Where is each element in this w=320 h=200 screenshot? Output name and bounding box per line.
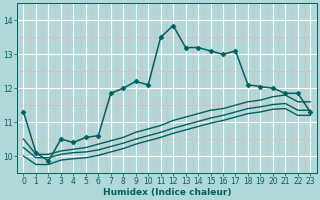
X-axis label: Humidex (Indice chaleur): Humidex (Indice chaleur) <box>103 188 231 197</box>
